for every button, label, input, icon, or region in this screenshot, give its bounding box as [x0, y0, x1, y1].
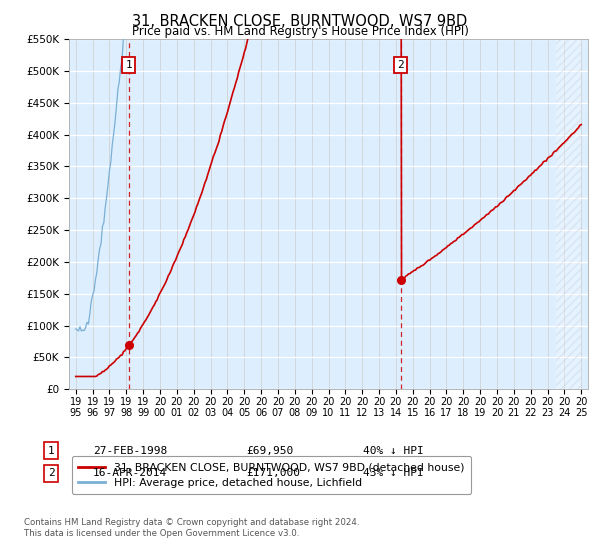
Text: Contains HM Land Registry data © Crown copyright and database right 2024.: Contains HM Land Registry data © Crown c… [24, 518, 359, 527]
Text: 27-FEB-1998: 27-FEB-1998 [93, 446, 167, 456]
Text: 31, BRACKEN CLOSE, BURNTWOOD, WS7 9BD: 31, BRACKEN CLOSE, BURNTWOOD, WS7 9BD [133, 14, 467, 29]
Text: 40% ↓ HPI: 40% ↓ HPI [363, 446, 424, 456]
Text: Price paid vs. HM Land Registry's House Price Index (HPI): Price paid vs. HM Land Registry's House … [131, 25, 469, 38]
Text: 43% ↓ HPI: 43% ↓ HPI [363, 468, 424, 478]
Legend: 31, BRACKEN CLOSE, BURNTWOOD, WS7 9BD (detached house), HPI: Average price, deta: 31, BRACKEN CLOSE, BURNTWOOD, WS7 9BD (d… [72, 456, 471, 494]
Text: This data is licensed under the Open Government Licence v3.0.: This data is licensed under the Open Gov… [24, 529, 299, 538]
Text: 2: 2 [397, 60, 404, 69]
Text: 16-APR-2014: 16-APR-2014 [93, 468, 167, 478]
Text: 1: 1 [47, 446, 55, 456]
Text: £69,950: £69,950 [246, 446, 293, 456]
Text: 2: 2 [47, 468, 55, 478]
Text: 1: 1 [125, 60, 132, 69]
Text: £171,000: £171,000 [246, 468, 300, 478]
